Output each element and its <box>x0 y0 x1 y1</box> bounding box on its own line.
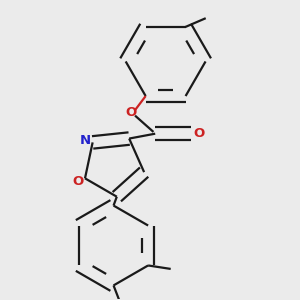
Text: O: O <box>125 106 136 119</box>
Text: N: N <box>80 134 91 147</box>
Text: O: O <box>193 127 204 140</box>
Text: O: O <box>72 175 84 188</box>
